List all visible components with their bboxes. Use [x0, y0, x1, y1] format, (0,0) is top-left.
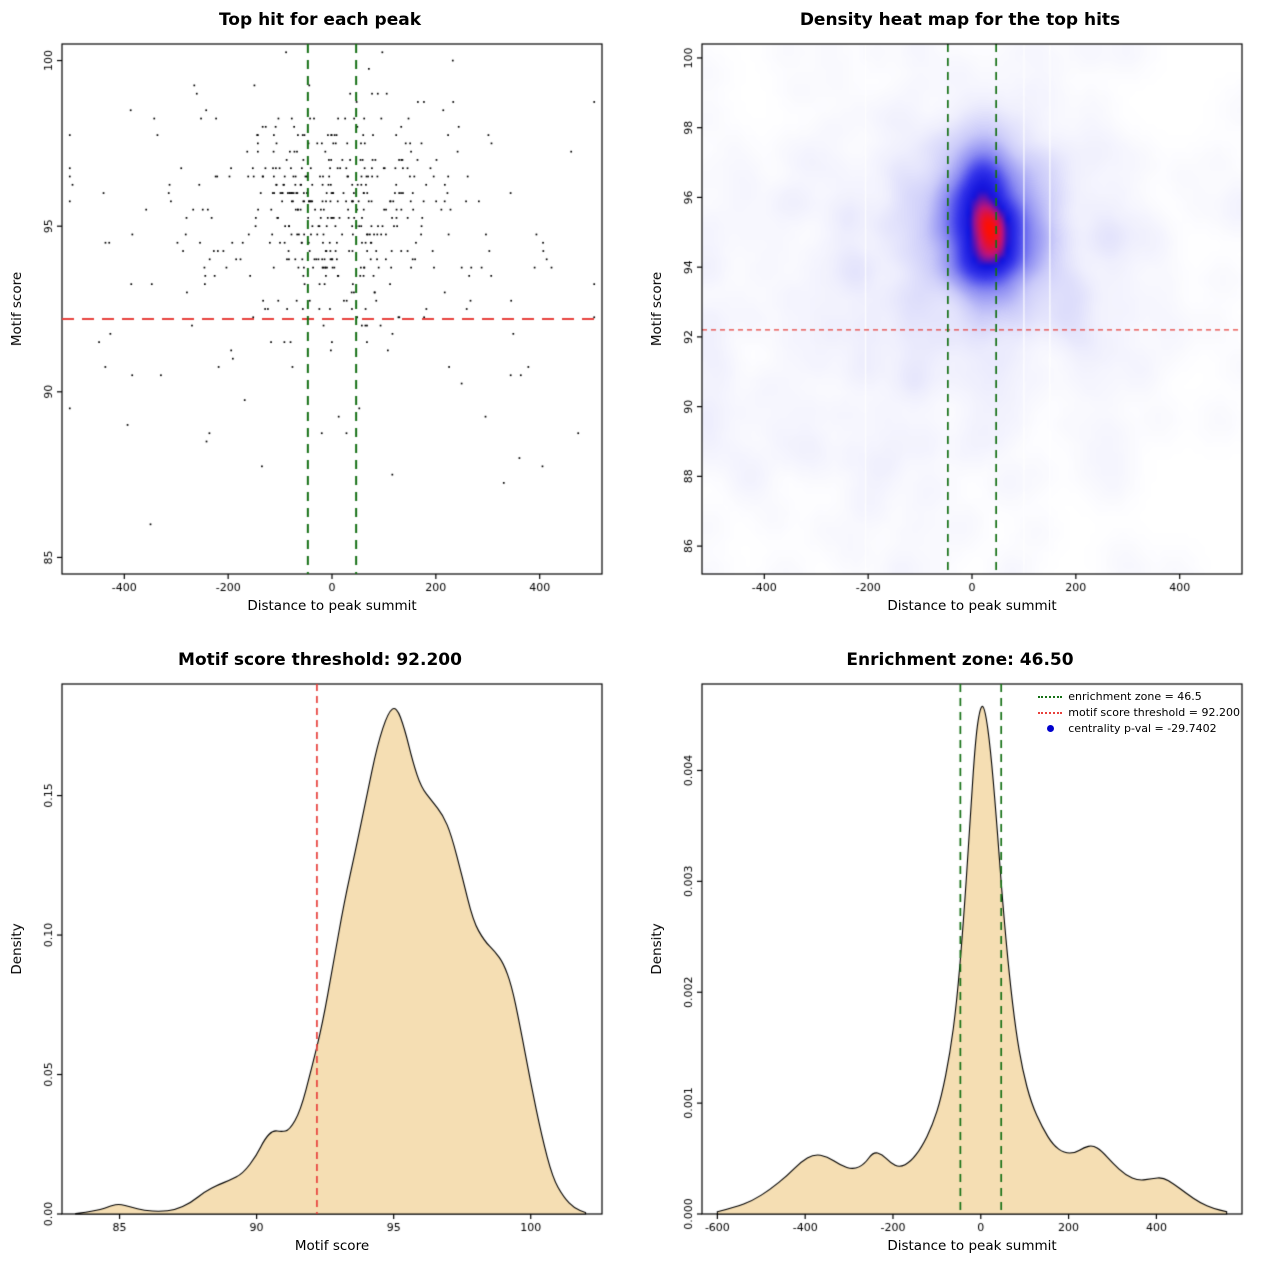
heatmap-y-axis-label: Motif score — [649, 271, 665, 347]
enrichment-zone-line-icon — [1038, 692, 1063, 702]
legend-item-motif-score-threshold: motif score threshold = 92.200 — [1038, 706, 1240, 719]
panel-score-density: Motif score threshold: 92.200 Density Mo… — [0, 640, 640, 1280]
scatter-canvas — [0, 0, 640, 640]
legend-item-centrality-pval: centrality p-val = -29.7402 — [1038, 722, 1240, 735]
score-density-canvas — [0, 640, 640, 1280]
summit-density-title: Enrichment zone: 46.50 — [846, 650, 1074, 670]
panel-heatmap: Density heat map for the top hits Motif … — [640, 0, 1280, 640]
summit-density-y-axis-label: Density — [649, 923, 665, 975]
legend-label: motif score threshold = 92.200 — [1068, 706, 1240, 719]
legend-item-enrichment-zone: enrichment zone = 46.5 — [1038, 690, 1240, 703]
scatter-title: Top hit for each peak — [218, 10, 422, 30]
summit-density-canvas — [640, 640, 1280, 1280]
panel-summit-density: Enrichment zone: 46.50 Density Distance … — [640, 640, 1280, 1280]
heatmap-x-axis-label: Distance to peak summit — [887, 598, 1057, 614]
score-density-y-axis-label: Density — [9, 923, 25, 975]
legend: enrichment zone = 46.5 motif score thres… — [1038, 690, 1240, 735]
legend-label: centrality p-val = -29.7402 — [1068, 722, 1217, 735]
pval-point-icon — [1038, 724, 1062, 734]
panel-scatter: Top hit for each peak Motif score Distan… — [0, 0, 640, 640]
score-density-x-axis-label: Motif score — [294, 1238, 370, 1254]
heatmap-canvas — [640, 0, 1280, 640]
score-density-title: Motif score threshold: 92.200 — [178, 650, 462, 670]
legend-label: enrichment zone = 46.5 — [1068, 690, 1202, 703]
threshold-line-icon — [1038, 708, 1063, 718]
heatmap-title: Density heat map for the top hits — [799, 10, 1121, 30]
scatter-y-axis-label: Motif score — [9, 271, 25, 347]
scatter-x-axis-label: Distance to peak summit — [247, 598, 417, 614]
summit-density-x-axis-label: Distance to peak summit — [887, 1238, 1057, 1254]
